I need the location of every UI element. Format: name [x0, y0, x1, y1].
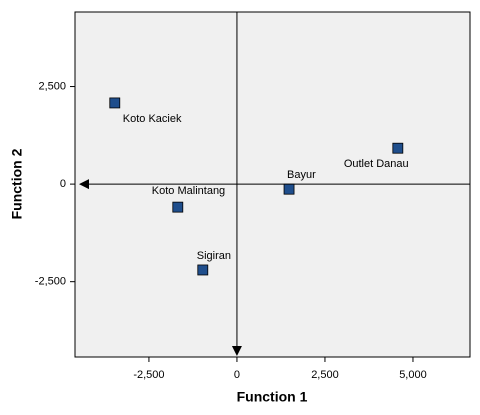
- x-tick-label: -2,500: [133, 369, 164, 381]
- point: [392, 142, 404, 154]
- point-label: Sigiran: [197, 250, 231, 262]
- y-tick-label: 2,500: [38, 80, 66, 92]
- point: [109, 97, 121, 109]
- point-label: Koto Kaciek: [123, 113, 182, 125]
- y-axis-title: Function 2: [9, 148, 25, 219]
- point-label: Koto Malintang: [152, 185, 225, 197]
- y-tick-label: 0: [60, 178, 66, 190]
- point-label: Outlet Danau: [344, 158, 409, 170]
- point: [197, 264, 209, 276]
- x-axis-title: Function 1: [237, 389, 308, 405]
- x-arrow: [79, 179, 89, 190]
- x-tick-label: 2,500: [311, 369, 339, 381]
- x-tick-label: 5,000: [399, 369, 427, 381]
- point: [172, 201, 184, 213]
- x-tick-label: 0: [234, 369, 240, 381]
- point-label: Bayur: [287, 169, 316, 181]
- point: [283, 183, 295, 195]
- y-arrow: [231, 346, 242, 356]
- y-tick-label: -2,500: [35, 276, 66, 288]
